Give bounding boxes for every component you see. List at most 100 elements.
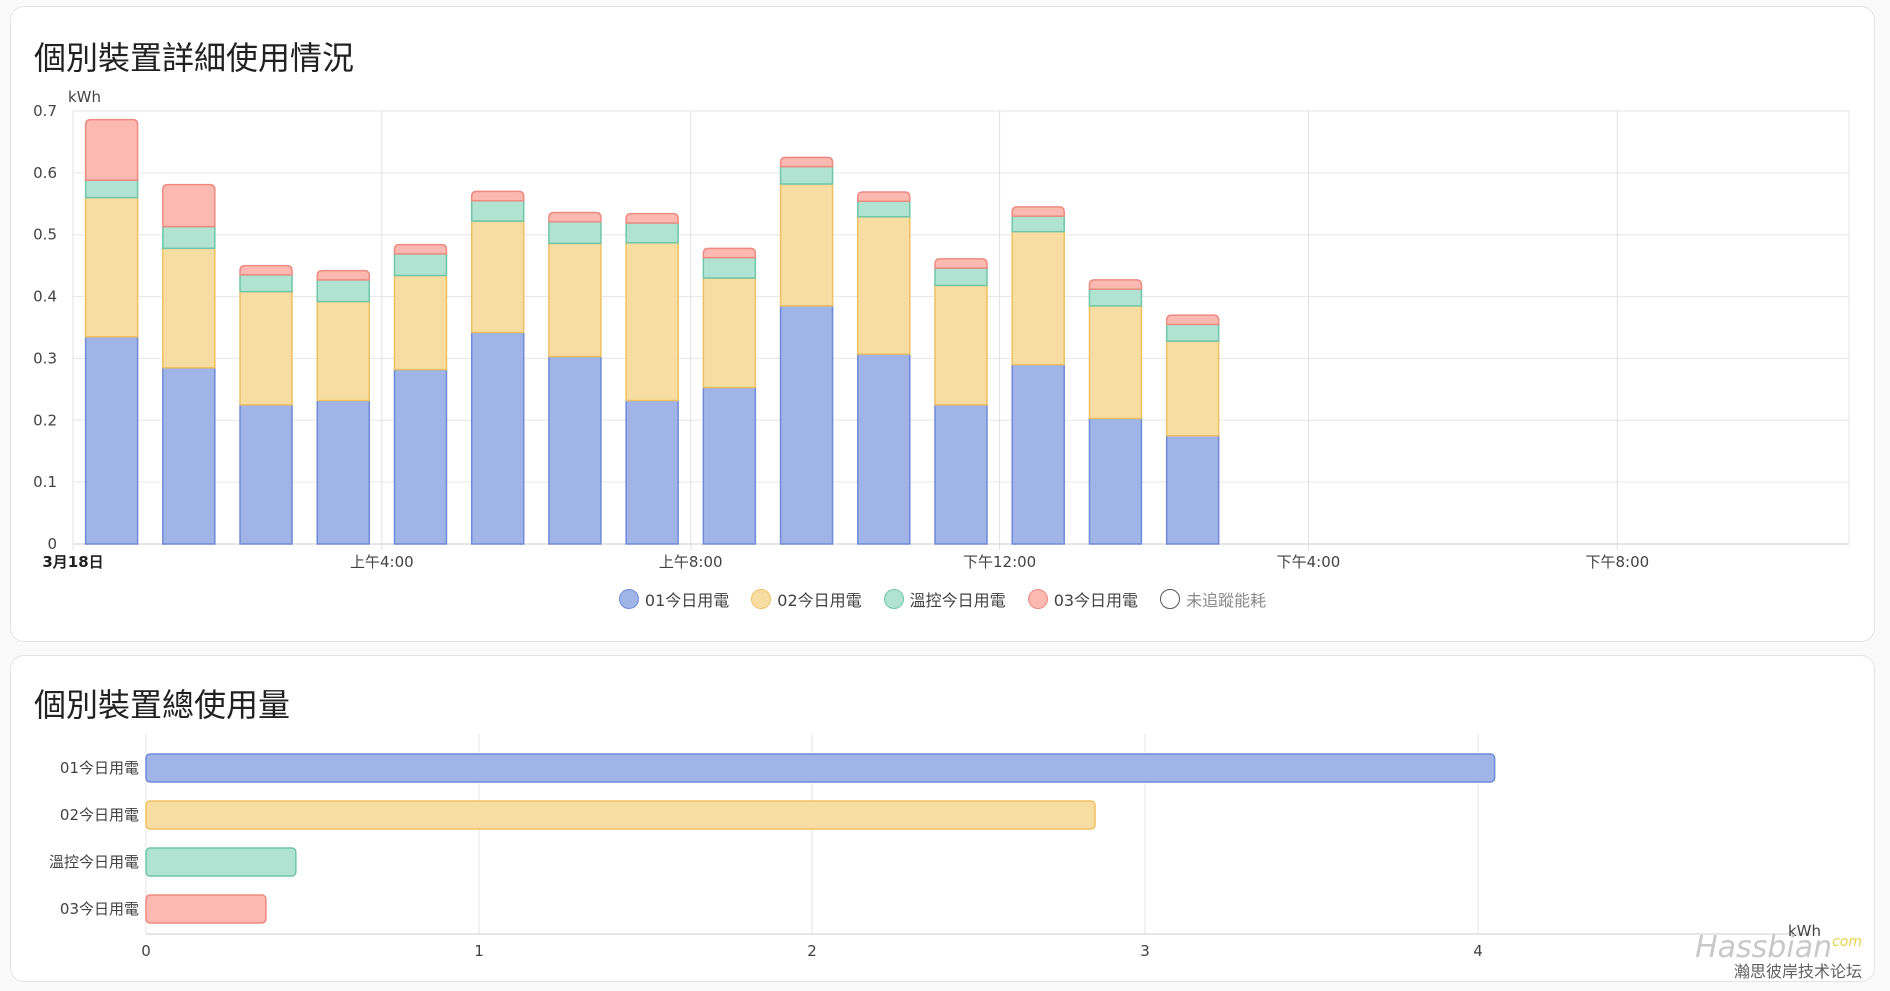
x-axis-unit: kWh bbox=[1788, 922, 1821, 940]
x-tick-label: 4 bbox=[1473, 942, 1483, 960]
bar-segment bbox=[1165, 435, 1220, 545]
x-tick-label: 3 bbox=[1140, 942, 1150, 960]
bar-segment bbox=[1165, 340, 1220, 437]
bar-segment bbox=[625, 399, 679, 545]
legend-swatch bbox=[618, 589, 639, 609]
bar-segment bbox=[857, 191, 911, 203]
bar-segment bbox=[625, 222, 679, 244]
y-tick-label: 0.7 bbox=[33, 102, 57, 120]
legend-label: 01今日用電 bbox=[644, 591, 730, 610]
x-tick-label: 下午12:00 bbox=[963, 553, 1036, 571]
legend-label: 02今日用電 bbox=[777, 591, 862, 610]
bar-segment bbox=[1011, 363, 1065, 545]
legend-swatch bbox=[751, 589, 772, 609]
y-axis-unit: kWh bbox=[68, 88, 101, 106]
total-bar bbox=[145, 753, 1496, 783]
bar-segment bbox=[934, 284, 988, 406]
bar-segment bbox=[857, 353, 911, 545]
bar-segment bbox=[934, 267, 988, 287]
bar-segment bbox=[548, 242, 602, 358]
bar-segment bbox=[162, 183, 216, 228]
watermark-logo: Hassbian bbox=[1695, 930, 1833, 965]
y-tick-label: 0.6 bbox=[33, 164, 57, 182]
bar-segment bbox=[239, 264, 293, 276]
legend-item[interactable]: 02今日用電 bbox=[751, 587, 862, 611]
legend-label: 未追蹤能耗 bbox=[1186, 591, 1267, 610]
bar-segment bbox=[162, 225, 216, 250]
total-bar bbox=[145, 800, 1096, 830]
bar-segment bbox=[470, 331, 525, 545]
legend-item[interactable]: 03今日用電 bbox=[1027, 587, 1139, 611]
y-tick-label: 0 bbox=[47, 535, 57, 553]
legend-item[interactable]: 01今日用電 bbox=[618, 587, 730, 611]
bar-segment bbox=[702, 256, 757, 279]
bar-segment bbox=[470, 199, 525, 222]
total-bar bbox=[145, 847, 297, 877]
bar-segment bbox=[393, 274, 448, 371]
bar-segment bbox=[393, 243, 448, 255]
legend-swatch bbox=[883, 589, 904, 609]
bar-segment bbox=[1165, 314, 1220, 326]
bar-segment bbox=[702, 277, 757, 389]
bar-segment bbox=[625, 242, 679, 402]
bar-segment bbox=[702, 247, 757, 259]
bar-segment bbox=[779, 183, 834, 307]
site-watermark: Hassbiancom 瀚思彼岸技术论坛 bbox=[1695, 927, 1862, 981]
legend-swatch bbox=[1027, 589, 1048, 609]
y-category-label: 01今日用電 bbox=[60, 759, 139, 777]
bar-segment bbox=[162, 366, 216, 545]
bar-segment bbox=[162, 247, 216, 369]
bar-segment bbox=[934, 258, 988, 269]
bar-segment bbox=[316, 300, 371, 402]
bar-segment bbox=[470, 190, 525, 202]
bar-segment bbox=[1011, 206, 1065, 217]
bar-segment bbox=[84, 179, 139, 199]
y-tick-label: 0.1 bbox=[33, 473, 57, 491]
bar-segment bbox=[393, 368, 448, 545]
bar-segment bbox=[1088, 288, 1143, 307]
bar-segment bbox=[1088, 279, 1143, 290]
legend-swatch bbox=[1160, 589, 1181, 609]
detail-usage-title: 個別裝置詳細使用情況 bbox=[34, 39, 355, 77]
bar-segment bbox=[1011, 215, 1065, 233]
bar-segment bbox=[702, 386, 757, 545]
y-tick-label: 0.4 bbox=[33, 288, 57, 306]
bar-segment bbox=[84, 196, 139, 338]
x-tick-label: 下午4:00 bbox=[1277, 553, 1341, 571]
bar-segment bbox=[393, 253, 448, 277]
bar-segment bbox=[548, 211, 602, 223]
chart-legend: 01今日用電 02今日用電 溫控今日用電 03今日用電 未追蹤能耗 bbox=[11, 587, 1874, 611]
x-tick-label: 0 bbox=[141, 942, 151, 960]
bar-segment bbox=[239, 274, 293, 293]
bar-segment bbox=[779, 165, 834, 185]
detail-usage-card: 個別裝置詳細使用情況 0 0.1 0.2 0.3 0.4 0.5 0.6 0.7 kWh 3月18… bbox=[10, 6, 1875, 642]
detail-usage-chart: 0 0.1 0.2 0.3 0.4 0.5 0.6 0.7 kWh 3月18日 上午4:00 上午8:… bbox=[33, 88, 1850, 571]
bar-segment bbox=[470, 220, 525, 334]
bar-segment bbox=[1088, 417, 1143, 545]
bar-segment bbox=[1011, 230, 1065, 366]
legend-item[interactable]: 未追蹤能耗 bbox=[1160, 587, 1266, 611]
bar-segment bbox=[548, 220, 602, 245]
y-tick-label: 0.3 bbox=[33, 349, 57, 367]
x-tick-label: 上午8:00 bbox=[659, 553, 723, 571]
bar-segment bbox=[857, 216, 911, 355]
bar-segment bbox=[239, 404, 293, 545]
y-category-label: 03今日用電 bbox=[60, 900, 139, 918]
bar-segment bbox=[316, 279, 371, 303]
bar-segment bbox=[316, 399, 371, 545]
bar-segment bbox=[934, 404, 988, 545]
y-category-label: 溫控今日用電 bbox=[49, 853, 139, 871]
legend-item[interactable]: 溫控今日用電 bbox=[883, 587, 1006, 611]
watermark-subtitle: 瀚思彼岸技术论坛 bbox=[1733, 962, 1862, 981]
total-usage-card: 個別裝置總使用量 0 1 2 3 4 kWh 01今日用電 02今日用電 溫控今日用電 03今日用… bbox=[10, 655, 1875, 982]
y-tick-label: 0.5 bbox=[33, 226, 57, 244]
bar-segment bbox=[625, 212, 679, 224]
bar-segment bbox=[1088, 305, 1143, 420]
legend-label: 溫控今日用電 bbox=[909, 591, 1006, 610]
bar-segment bbox=[857, 200, 911, 218]
x-tick-label: 3月18日 bbox=[42, 553, 103, 571]
legend-label: 03今日用電 bbox=[1053, 591, 1139, 610]
bar-segment bbox=[84, 336, 139, 545]
bar-segment bbox=[84, 118, 139, 182]
